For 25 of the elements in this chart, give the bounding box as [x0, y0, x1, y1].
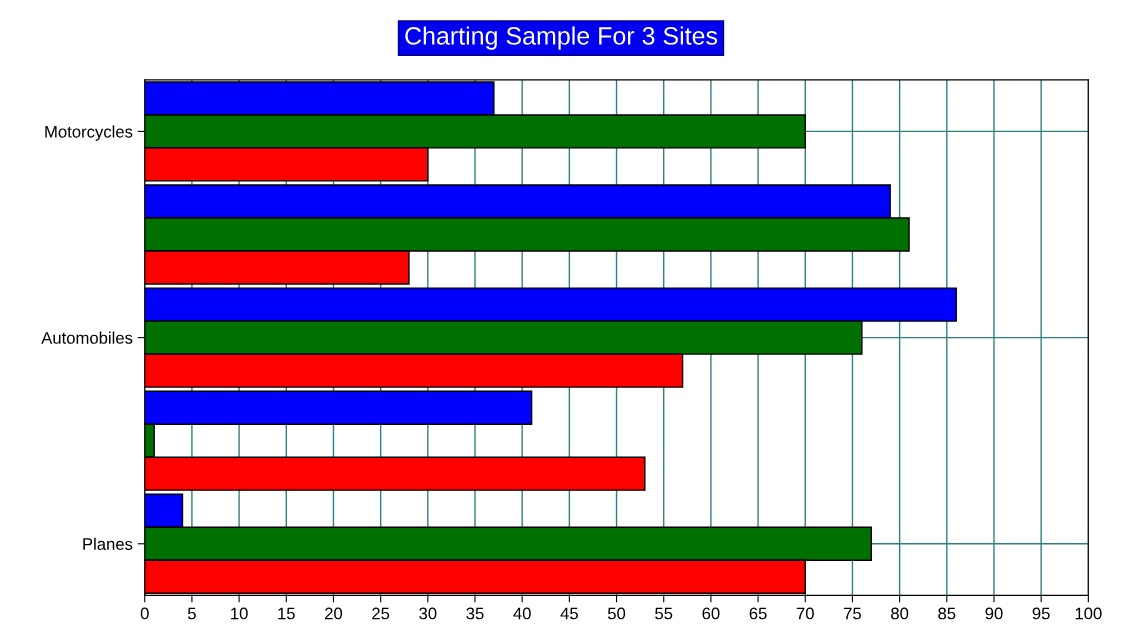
x-tick-label: 90 [985, 607, 1003, 620]
x-tick-label: 5 [187, 607, 196, 620]
x-tick-label: 45 [560, 607, 578, 620]
x-tick-label: 10 [231, 607, 248, 620]
x-tick-label: 30 [419, 607, 437, 620]
x-tick-label: 65 [749, 607, 767, 620]
x-tick-label: 60 [702, 607, 720, 620]
x-tick-label: 15 [278, 607, 295, 620]
x-tick-label: 55 [655, 607, 673, 620]
x-tick-label: 80 [891, 607, 909, 620]
y-tick-label: Automobiles [41, 331, 133, 344]
y-tick-label: Planes [83, 537, 133, 550]
x-tick-label: 75 [844, 607, 862, 620]
x-tick-label: 20 [325, 607, 343, 620]
x-tick-label: 25 [372, 607, 390, 620]
x-tick-label: 100 [1075, 607, 1102, 620]
chart-title: Charting Sample For 3 Sites [405, 26, 718, 50]
x-tick-label: 70 [796, 607, 814, 620]
y-tick-label: Motorcycles [45, 125, 133, 141]
x-tick-label: 35 [466, 607, 484, 620]
x-tick-label: 0 [140, 607, 149, 620]
x-tick-label: 40 [513, 607, 531, 620]
x-tick-label: 85 [938, 607, 956, 620]
x-tick-label: 50 [607, 607, 626, 620]
x-tick-label: 95 [1032, 607, 1050, 620]
